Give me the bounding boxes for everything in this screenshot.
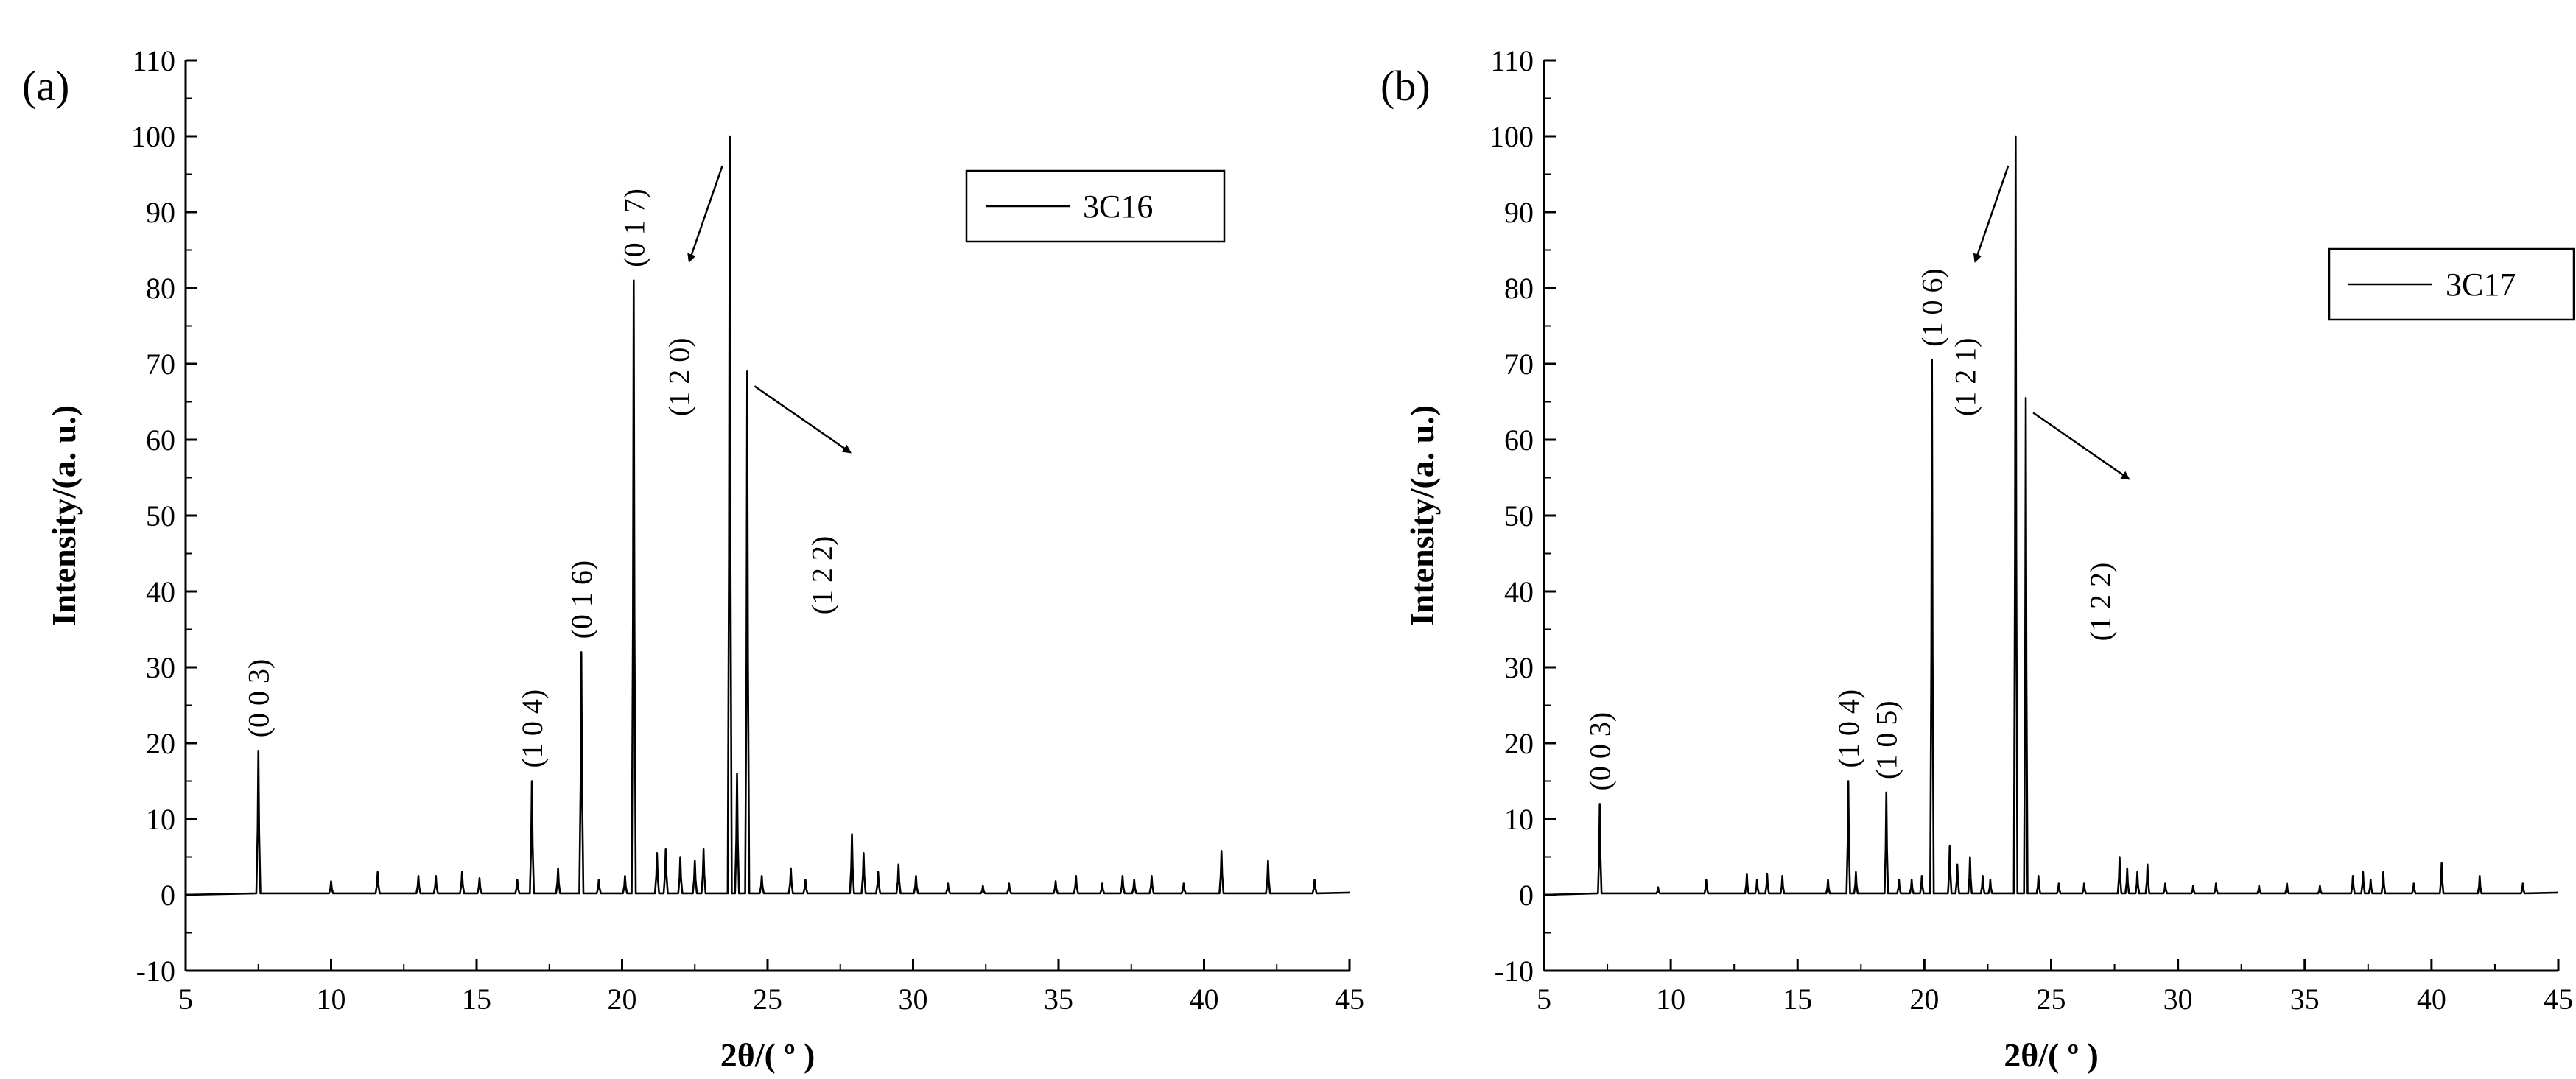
peak-label: (0 0 3) [242, 659, 276, 738]
y-tick-label: 0 [1519, 879, 1534, 912]
legend-label: 3C17 [2446, 267, 2516, 303]
x-tick-label: 25 [753, 983, 782, 1016]
annotation-arrow [1973, 165, 2010, 263]
y-tick-label: 0 [161, 879, 175, 912]
panel-b: 5 10 15 20 25 30 35 40 45 -10 0 10 20 30 40 50 60 70 80 90 1… [1380, 44, 2575, 1074]
y-tick-label: 110 [132, 44, 175, 77]
y-tick-label: 90 [146, 196, 175, 229]
x-tick-label: 20 [1909, 983, 1939, 1016]
x-tick-label: 15 [462, 983, 491, 1016]
y-tick-label: 20 [1504, 727, 1534, 760]
x-tick-label: 15 [1783, 983, 1812, 1016]
peak-label: (1 2 0) [663, 337, 696, 416]
y-tick-label: 40 [146, 575, 175, 608]
y-tick-label: 100 [131, 120, 175, 153]
x-tick-label: 10 [317, 983, 346, 1016]
y-axis-title: Intensity/(a. u.) [45, 405, 83, 626]
x-tick-label: 30 [2163, 983, 2193, 1016]
y-tick-label: 50 [1504, 499, 1534, 533]
y-axis-title: Intensity/(a. u.) [1403, 405, 1441, 626]
x-tick-label: 40 [2417, 983, 2446, 1016]
series-line-3C16 [185, 135, 1350, 896]
x-axis-title: 2θ/( º ) [720, 1036, 815, 1074]
y-tick-label: 60 [1504, 423, 1534, 457]
y-tick-label: 40 [1504, 575, 1534, 608]
x-tick-label: 30 [899, 983, 928, 1016]
y-tick-label: 90 [1504, 196, 1534, 229]
x-tick-label: 20 [608, 983, 637, 1016]
y-tick-label: 70 [1504, 348, 1534, 381]
y-tick-label: 80 [146, 272, 175, 305]
x-tick-label: 5 [1537, 983, 1551, 1016]
annotation-arrow [2032, 412, 2130, 480]
y-tick-label: 30 [1504, 651, 1534, 684]
y-tick-label: -10 [136, 955, 175, 988]
y-tick-label: 20 [146, 727, 175, 760]
annotation-arrow [754, 385, 852, 454]
x-tick-label: 45 [2544, 983, 2573, 1016]
x-tick-label: 10 [1656, 983, 1685, 1016]
peak-label: (0 1 7) [617, 189, 650, 267]
panel-a: 5 10 15 20 25 30 35 40 45 -10 0 10 20 30 40 50 60 70 80 90 1… [22, 44, 1364, 1074]
peak-label: (1 0 4) [1832, 689, 1865, 768]
x-tick-label: 25 [2037, 983, 2066, 1016]
series-line-3C17 [1543, 135, 2559, 896]
peak-label: (0 1 6) [565, 560, 598, 639]
y-tick-label: 10 [1504, 803, 1534, 836]
peak-label: (0 0 3) [1584, 712, 1617, 791]
x-tick-label: 35 [2290, 983, 2320, 1016]
legend-label: 3C16 [1083, 189, 1153, 225]
peak-label: (1 0 5) [1870, 700, 1903, 779]
peak-label: (1 2 1) [1948, 337, 1982, 416]
peak-label: (1 2 2) [805, 536, 838, 615]
y-tick-label: 60 [146, 423, 175, 457]
peak-label: (1 2 2) [2084, 563, 2117, 642]
y-tick-label: 80 [1504, 272, 1534, 305]
y-tick-label: 50 [146, 499, 175, 533]
y-tick-label: -10 [1495, 955, 1534, 988]
x-axis-title: 2θ/( º ) [2004, 1036, 2099, 1074]
x-tick-label: 35 [1044, 983, 1073, 1016]
y-tick-label: 70 [146, 348, 175, 381]
peak-label: (1 0 6) [1916, 268, 1949, 347]
peak-label: (1 0 4) [516, 689, 549, 768]
y-tick-label: 100 [1489, 120, 1534, 153]
y-tick-label: 10 [146, 803, 175, 836]
x-tick-label: 5 [178, 983, 193, 1016]
y-tick-label: 110 [1490, 44, 1534, 77]
panel-label: (b) [1380, 62, 1431, 110]
x-tick-label: 45 [1335, 983, 1364, 1016]
panel-label: (a) [22, 62, 69, 110]
x-tick-label: 40 [1190, 983, 1219, 1016]
y-tick-label: 30 [146, 651, 175, 684]
annotation-arrow [687, 165, 723, 263]
